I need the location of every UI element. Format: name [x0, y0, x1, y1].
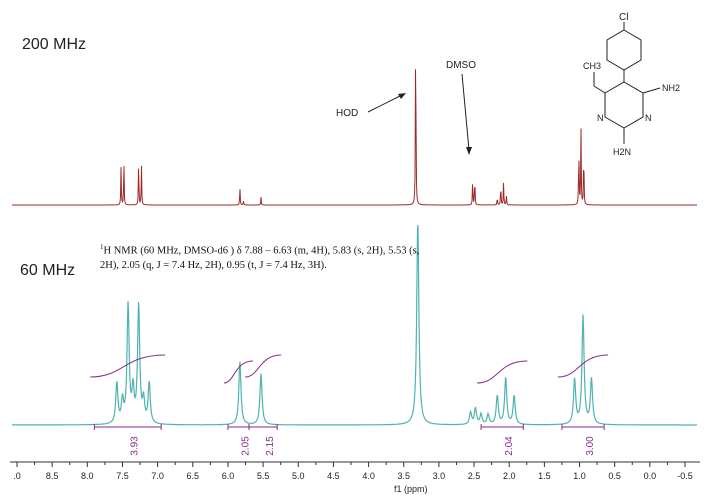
integral-label-0: 3.93 — [130, 436, 141, 456]
c-nh2-bond — [642, 87, 661, 94]
nmr-report: 1H NMR (60 MHz, DMSO-d6 ) δ 7.88 – 6.63 … — [100, 240, 420, 273]
x-tick-label-19: -0.5 — [677, 471, 693, 481]
hod-label: HOD — [336, 108, 359, 119]
x-tick-label-12: 3.0 — [433, 471, 446, 481]
x-tick-label-13: 2.5 — [468, 471, 481, 481]
bottom-spectrum-panel — [12, 224, 697, 426]
ethyl-bond-1 — [593, 85, 606, 94]
integral-label-1: 2.05 — [240, 436, 251, 456]
ppm-axis: .0 8.5 8.0 7.5 7.0 6.5 6.0 5.5 5.0 4.5 4.0 3.5 3.0 2.… — [10, 461, 700, 494]
nmr-report-sup: 1 — [100, 243, 104, 251]
x-tick-label-4: 7.0 — [151, 471, 164, 481]
x-tick-label-8: 5.0 — [292, 471, 305, 481]
x-tick-label-0: .0 — [13, 471, 21, 481]
structure-ch3: CH3 — [583, 61, 601, 71]
structure-n1: N — [645, 113, 652, 123]
x-tick-label-6: 6.0 — [222, 471, 235, 481]
molecule-structure — [593, 22, 661, 144]
structure-cl: Cl — [619, 12, 628, 23]
phenyl-ring — [606, 29, 642, 71]
hod-arrowhead — [398, 93, 406, 99]
integral-curve-4 — [557, 354, 609, 378]
structure-n2: N — [597, 113, 604, 123]
integral-curve-0 — [90, 354, 166, 378]
x-tick-label-9: 4.5 — [327, 471, 340, 481]
structure-h2n: H2N — [613, 147, 631, 157]
x-tick-label-2: 8.0 — [81, 471, 94, 481]
pyrimidine-ring — [604, 81, 644, 129]
x-tick-label-17: 0.5 — [608, 471, 621, 481]
integral-curve-2 — [244, 354, 282, 378]
integral-label-2: 2.15 — [265, 436, 276, 456]
nmr-report-text: H NMR (60 MHz, DMSO-d6 ) δ 7.88 – 6.63 (… — [100, 245, 420, 271]
bottom-field-label: 60 MHz — [20, 262, 76, 279]
top-field-label: 200 MHz — [22, 36, 87, 53]
x-tick-label-10: 4.0 — [362, 471, 375, 481]
x-tick-label-7: 5.5 — [257, 471, 270, 481]
integral-label-3: 2.04 — [504, 436, 515, 456]
x-tick-label-16: 1.0 — [573, 471, 586, 481]
integral-curve-1 — [223, 360, 254, 384]
x-tick-label-3: 7.5 — [116, 471, 129, 481]
top-spectrum-trace — [12, 69, 697, 206]
integral-regions: 3.93 2.05 2.15 2.04 3.00 — [90, 354, 609, 456]
integral-curve-3 — [477, 360, 528, 384]
integral-label-4: 3.00 — [585, 436, 596, 456]
x-tick-label-1: 8.5 — [46, 471, 59, 481]
structure-nh2: NH2 — [662, 83, 680, 93]
hod-arrow — [367, 94, 403, 113]
x-tick-label-5: 6.5 — [187, 471, 200, 481]
top-spectrum-panel — [12, 69, 697, 206]
bottom-spectrum-trace — [12, 224, 697, 426]
dmso-arrowhead — [466, 147, 472, 155]
x-axis-title: f1 (ppm) — [394, 484, 428, 494]
x-tick-label-11: 3.5 — [397, 471, 410, 481]
dmso-arrow — [461, 73, 470, 151]
x-tick-label-15: 1.5 — [538, 471, 551, 481]
x-tick-label-14: 2.0 — [503, 471, 516, 481]
dmso-label: DMSO — [446, 60, 476, 71]
x-tick-label-18: 0.0 — [644, 471, 657, 481]
